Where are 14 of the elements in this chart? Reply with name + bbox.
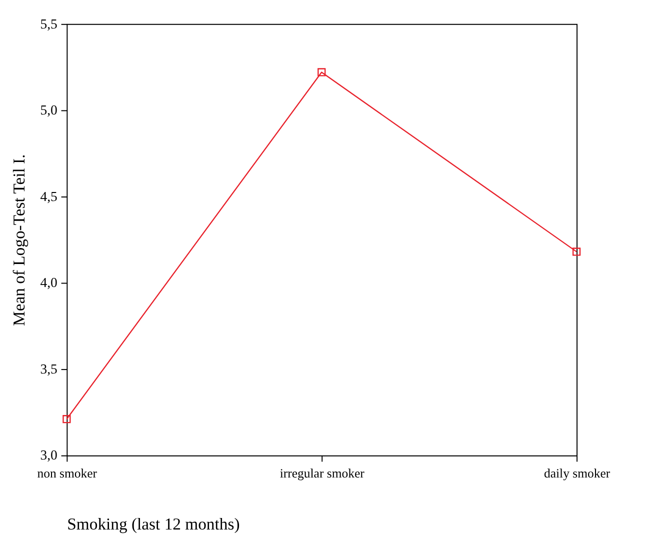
y-axis-title: Mean of Logo-Test Teil I. (10, 154, 29, 326)
point (62, 415, 71, 424)
x-tick-label: irregular smoker (280, 466, 366, 480)
y-tick-label: 3,0 (40, 448, 58, 463)
y-tick-label: 5,0 (40, 102, 58, 118)
x-tick-label: daily smoker (544, 466, 611, 480)
y-tick-label: 3,5 (40, 361, 58, 376)
point (318, 68, 326, 76)
point (572, 248, 581, 256)
y-tick-label: 5,5 (40, 16, 58, 32)
y-tick-label: 4,0 (40, 275, 58, 290)
x-tick-label: non smoker (37, 466, 98, 480)
y-tick-label: 4,5 (40, 188, 58, 204)
x-axis-title: Smoking (last 12 months) (67, 514, 240, 534)
